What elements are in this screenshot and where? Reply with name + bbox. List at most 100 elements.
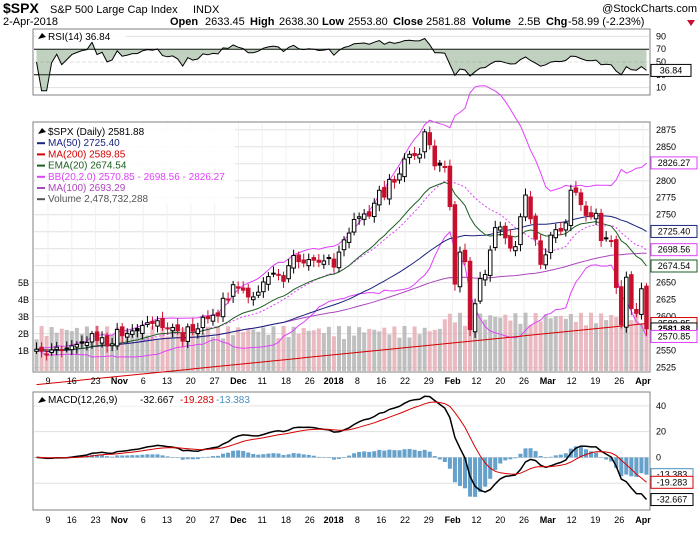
x-axis-label: Apr bbox=[635, 376, 651, 386]
x-axis-label: 29 bbox=[424, 515, 434, 525]
macd-hist-bar bbox=[256, 454, 261, 458]
candle-body bbox=[452, 204, 458, 285]
macd-hist-bar bbox=[286, 454, 291, 458]
candle-body bbox=[49, 349, 54, 353]
price-tag-label: 2570.85 bbox=[658, 331, 691, 341]
overlay-series bbox=[36, 85, 647, 386]
macd-hist-bar bbox=[276, 453, 281, 458]
macd-hist-bar bbox=[316, 456, 321, 458]
macd-hist-bar bbox=[573, 446, 578, 458]
macd-hist-bar bbox=[518, 453, 523, 458]
candle-body bbox=[155, 320, 160, 327]
macd-hist-bar bbox=[397, 450, 402, 458]
volume-bar bbox=[619, 317, 624, 371]
candle-body bbox=[477, 278, 483, 302]
macd-hist-bar bbox=[447, 457, 452, 469]
x-axis-label: 16 bbox=[376, 376, 386, 386]
volume-bar bbox=[589, 312, 594, 371]
candle-body bbox=[366, 211, 372, 217]
macd-hist-bar bbox=[301, 454, 306, 458]
candle-body bbox=[331, 258, 337, 268]
change-value: -58.99 (-2.23%) bbox=[568, 16, 644, 28]
candle-body bbox=[130, 330, 135, 335]
down-arrow-icon bbox=[687, 20, 695, 26]
macd-hist-bar bbox=[457, 457, 462, 486]
volume-bar bbox=[110, 334, 115, 371]
open-value: 2633.45 bbox=[205, 16, 245, 28]
volume-bar bbox=[251, 329, 256, 371]
candle-body bbox=[114, 329, 120, 347]
volume-axis-label: 1B bbox=[18, 346, 29, 356]
volume-bar bbox=[145, 335, 150, 371]
x-axis-label: 2018 bbox=[324, 515, 344, 525]
volume-bar bbox=[200, 333, 205, 371]
macd-hist-bar bbox=[478, 457, 483, 493]
macd-hist-bar bbox=[115, 455, 120, 458]
candle-body bbox=[427, 132, 432, 146]
x-axis-label: 11 bbox=[258, 376, 267, 386]
volume-bar bbox=[634, 313, 639, 371]
x-axis-label: Mar bbox=[540, 376, 557, 386]
x-axis-label: 16 bbox=[376, 515, 386, 525]
macd-hist-bar bbox=[195, 457, 200, 460]
volume-bar bbox=[412, 326, 417, 371]
x-axis-label: Mar bbox=[540, 515, 557, 525]
candle-body bbox=[190, 324, 196, 332]
volume-bar bbox=[503, 314, 508, 371]
macd-tag-label: -32.667 bbox=[657, 495, 688, 505]
macd-hist-bar bbox=[100, 454, 105, 458]
macd-hist-bar bbox=[503, 457, 508, 461]
macd-hist-bar bbox=[493, 457, 498, 470]
macd-hist-bar bbox=[634, 457, 639, 477]
volume-bar bbox=[34, 339, 39, 371]
macd-hist-bar bbox=[462, 457, 468, 489]
volume-bar bbox=[548, 318, 553, 371]
macd-hist-bar bbox=[508, 457, 513, 460]
rsi-legend: RSI(14) 36.84 bbox=[36, 30, 126, 43]
candle-body bbox=[382, 187, 387, 198]
volume-bar bbox=[397, 337, 402, 371]
high-value: 2638.30 bbox=[279, 16, 319, 28]
macd-hist-bar bbox=[639, 457, 644, 474]
x-axis-label: 12 bbox=[471, 376, 481, 386]
price-axis-label: 2850 bbox=[656, 142, 676, 152]
macd-hist-bar bbox=[367, 451, 372, 458]
macd-hist-bar bbox=[215, 455, 221, 458]
macd-hist-bar bbox=[261, 454, 266, 458]
candle-body bbox=[538, 240, 543, 265]
volume-bar bbox=[538, 321, 543, 371]
volume-axis-label: 3B bbox=[18, 312, 29, 322]
candle-body bbox=[251, 296, 256, 301]
x-axis-label: Nov bbox=[111, 515, 128, 525]
macd-hist-bar bbox=[150, 454, 155, 458]
candle-body bbox=[291, 254, 296, 269]
volume-bar bbox=[281, 326, 286, 371]
volume-bar bbox=[563, 318, 568, 371]
volume-bar bbox=[513, 313, 518, 371]
candle-body bbox=[286, 265, 291, 280]
macd-hist-bar bbox=[180, 457, 185, 460]
rsi-tag-label: 36.84 bbox=[660, 65, 683, 75]
x-axis-label: Nov bbox=[111, 376, 128, 386]
volume-bar bbox=[175, 333, 180, 371]
rsi-axis-label: 50 bbox=[656, 57, 666, 67]
volume-bar bbox=[150, 326, 155, 371]
price-tag-label: 2725.40 bbox=[658, 226, 691, 236]
open-label: Open bbox=[170, 16, 198, 28]
candle-body bbox=[341, 239, 347, 251]
volume-bar bbox=[518, 323, 523, 371]
macd-hist-bar bbox=[130, 455, 135, 458]
candle-body bbox=[407, 153, 412, 159]
candle-body bbox=[558, 228, 564, 232]
price-axis-label: 2650 bbox=[656, 278, 676, 288]
x-axis-label: 26 bbox=[614, 515, 624, 525]
volume-bar bbox=[543, 314, 548, 371]
change-label: Chg bbox=[546, 16, 567, 28]
macd-hist-bar bbox=[538, 456, 543, 458]
candle-body bbox=[462, 249, 468, 263]
price-tag-box bbox=[650, 243, 698, 257]
volume-bar bbox=[331, 336, 336, 371]
volume-value: 2.5B bbox=[518, 16, 541, 28]
macd-hist-bar bbox=[392, 450, 397, 458]
